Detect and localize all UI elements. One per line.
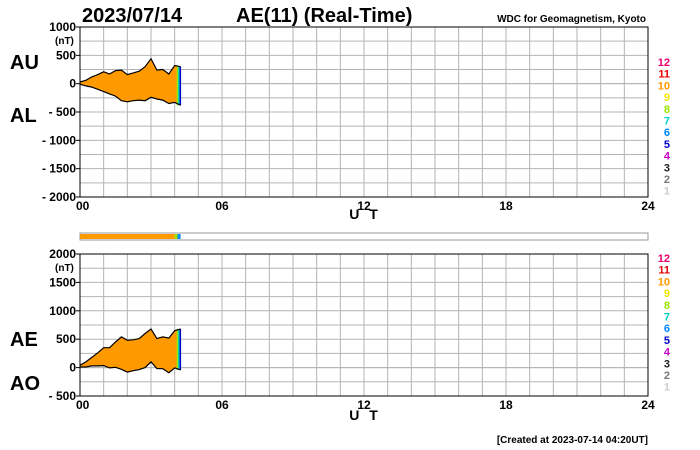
x-tick-label: 06 — [215, 199, 229, 213]
edge-band — [178, 328, 180, 370]
x-tick-label: 00 — [76, 398, 90, 412]
envelope-fill — [80, 329, 181, 373]
au-al-y-unit: (nT) — [55, 36, 74, 47]
station-bar-segment — [174, 234, 178, 239]
legend-station-count: 12 — [658, 253, 670, 265]
ae-label: AE — [10, 329, 38, 351]
y-tick-label: 0 — [69, 361, 76, 375]
ae-ao-x-ticks: 00 06 12 18 24 — [76, 398, 655, 412]
y-tick-label: - 2000 — [42, 190, 76, 204]
legend-station-count: 3 — [664, 358, 670, 370]
header-date: 2023/07/14 — [82, 5, 183, 27]
y-tick-label: - 1000 — [42, 133, 76, 147]
y-tick-label: - 1500 — [42, 162, 76, 176]
edge-band — [179, 328, 182, 370]
ao-label: AO — [10, 373, 40, 395]
x-tick-label: 24 — [641, 398, 655, 412]
legend-station-count: 9 — [664, 288, 670, 300]
y-tick-label: - 500 — [49, 389, 77, 403]
x-tick-label: 18 — [499, 199, 513, 213]
legend-station-count: 9 — [664, 92, 670, 104]
au-line — [79, 57, 181, 83]
legend-station-count: 5 — [664, 335, 670, 347]
au-al-grid — [80, 27, 648, 197]
x-tick-label: 24 — [641, 199, 655, 213]
legend-station-count: 10 — [658, 276, 670, 288]
legend-station-count: 10 — [658, 80, 670, 92]
y-tick-label: 500 — [56, 332, 76, 346]
au-label: AU — [10, 52, 39, 74]
au-al-x-label: U T — [349, 206, 381, 222]
station-count-bar — [79, 232, 649, 241]
ae-ao-y-ticks: 2000 1500 1000 500 0 - 500 — [49, 247, 80, 403]
y-tick-label: 1000 — [49, 20, 76, 34]
y-tick-label: 500 — [56, 48, 76, 62]
legend-station-count: 3 — [664, 162, 670, 174]
edge-band — [178, 66, 180, 106]
header-source: WDC for Geomagnetism, Kyoto — [497, 14, 646, 25]
legend-station-count: 2 — [664, 370, 670, 382]
x-tick-label: 18 — [499, 398, 513, 412]
y-tick-label: 1500 — [49, 275, 76, 289]
legend-station-count: 4 — [664, 347, 671, 359]
edge-band — [179, 66, 182, 106]
ae-ao-y-unit: (nT) — [55, 263, 74, 274]
x-tick-label: 12 — [357, 199, 371, 213]
al-label: AL — [10, 105, 37, 127]
legend-station-count: 11 — [658, 265, 670, 277]
legend-station-count: 6 — [664, 127, 670, 139]
legend-station-count: 7 — [664, 116, 670, 128]
au-al-area — [79, 57, 182, 106]
legend-station-count: 12 — [658, 57, 670, 69]
legend-station-count: 4 — [664, 151, 671, 163]
x-tick-label: 06 — [215, 398, 229, 412]
ae-ao-area — [79, 328, 182, 374]
ae-line — [79, 328, 181, 366]
ae-ao-grid — [80, 254, 648, 396]
created-timestamp: [Created at 2023-07-14 04:20UT] — [497, 435, 648, 446]
legend-station-count: 1 — [664, 382, 670, 394]
legend-station-count: 11 — [658, 69, 670, 81]
legend-station-count: 8 — [664, 300, 670, 312]
header-title: AE(11) (Real-Time) — [236, 5, 412, 27]
station-bar-segment — [177, 234, 181, 239]
legend-station-count: 5 — [664, 139, 670, 151]
y-tick-label: 1000 — [49, 304, 76, 318]
y-tick-label: 0 — [69, 77, 76, 91]
legend-station-count: 2 — [664, 174, 670, 186]
legend-station-count: 1 — [664, 186, 670, 198]
legend-station-count: 7 — [664, 312, 670, 324]
station-bar-segment — [80, 234, 175, 239]
legend-station-count: 8 — [664, 104, 670, 116]
envelope-fill — [80, 58, 181, 106]
al-line — [79, 83, 181, 106]
x-tick-label: 00 — [76, 199, 90, 213]
ae-ao-x-label: U T — [349, 407, 381, 423]
au-al-y-ticks: 1000 500 0 - 500 - 1000 - 1500 - 2000 — [42, 20, 80, 204]
ao-line — [80, 361, 181, 374]
ae-ao-frame — [79, 253, 649, 397]
edge-band — [176, 66, 179, 106]
x-tick-label: 12 — [357, 398, 371, 412]
y-tick-label: 2000 — [49, 247, 76, 261]
y-tick-label: - 500 — [49, 105, 77, 119]
edge-band — [176, 328, 179, 370]
au-al-x-ticks: 00 06 12 18 24 — [76, 199, 655, 213]
legend-station-count: 6 — [664, 323, 670, 335]
